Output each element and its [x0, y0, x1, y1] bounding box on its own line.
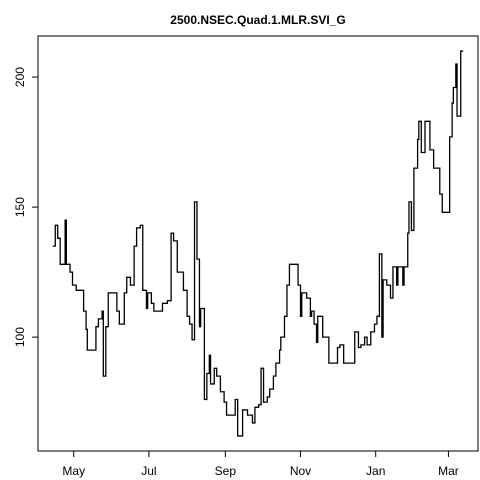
x-tick-label: Jan	[366, 464, 385, 478]
x-tick-label: Nov	[290, 464, 311, 478]
y-tick-label: 100	[13, 327, 27, 347]
x-tick-label: Mar	[438, 464, 459, 478]
y-tick-label: 150	[13, 197, 27, 217]
x-tick-label: May	[62, 464, 85, 478]
chart-title: 2500.NSEC.Quad.1.MLR.SVI_G	[170, 13, 345, 27]
x-tick-label: Jul	[141, 464, 156, 478]
data-line	[52, 50, 464, 437]
plot-frame	[37, 35, 479, 452]
x-tick-label: Sep	[215, 464, 237, 478]
y-tick-label: 200	[13, 67, 27, 87]
